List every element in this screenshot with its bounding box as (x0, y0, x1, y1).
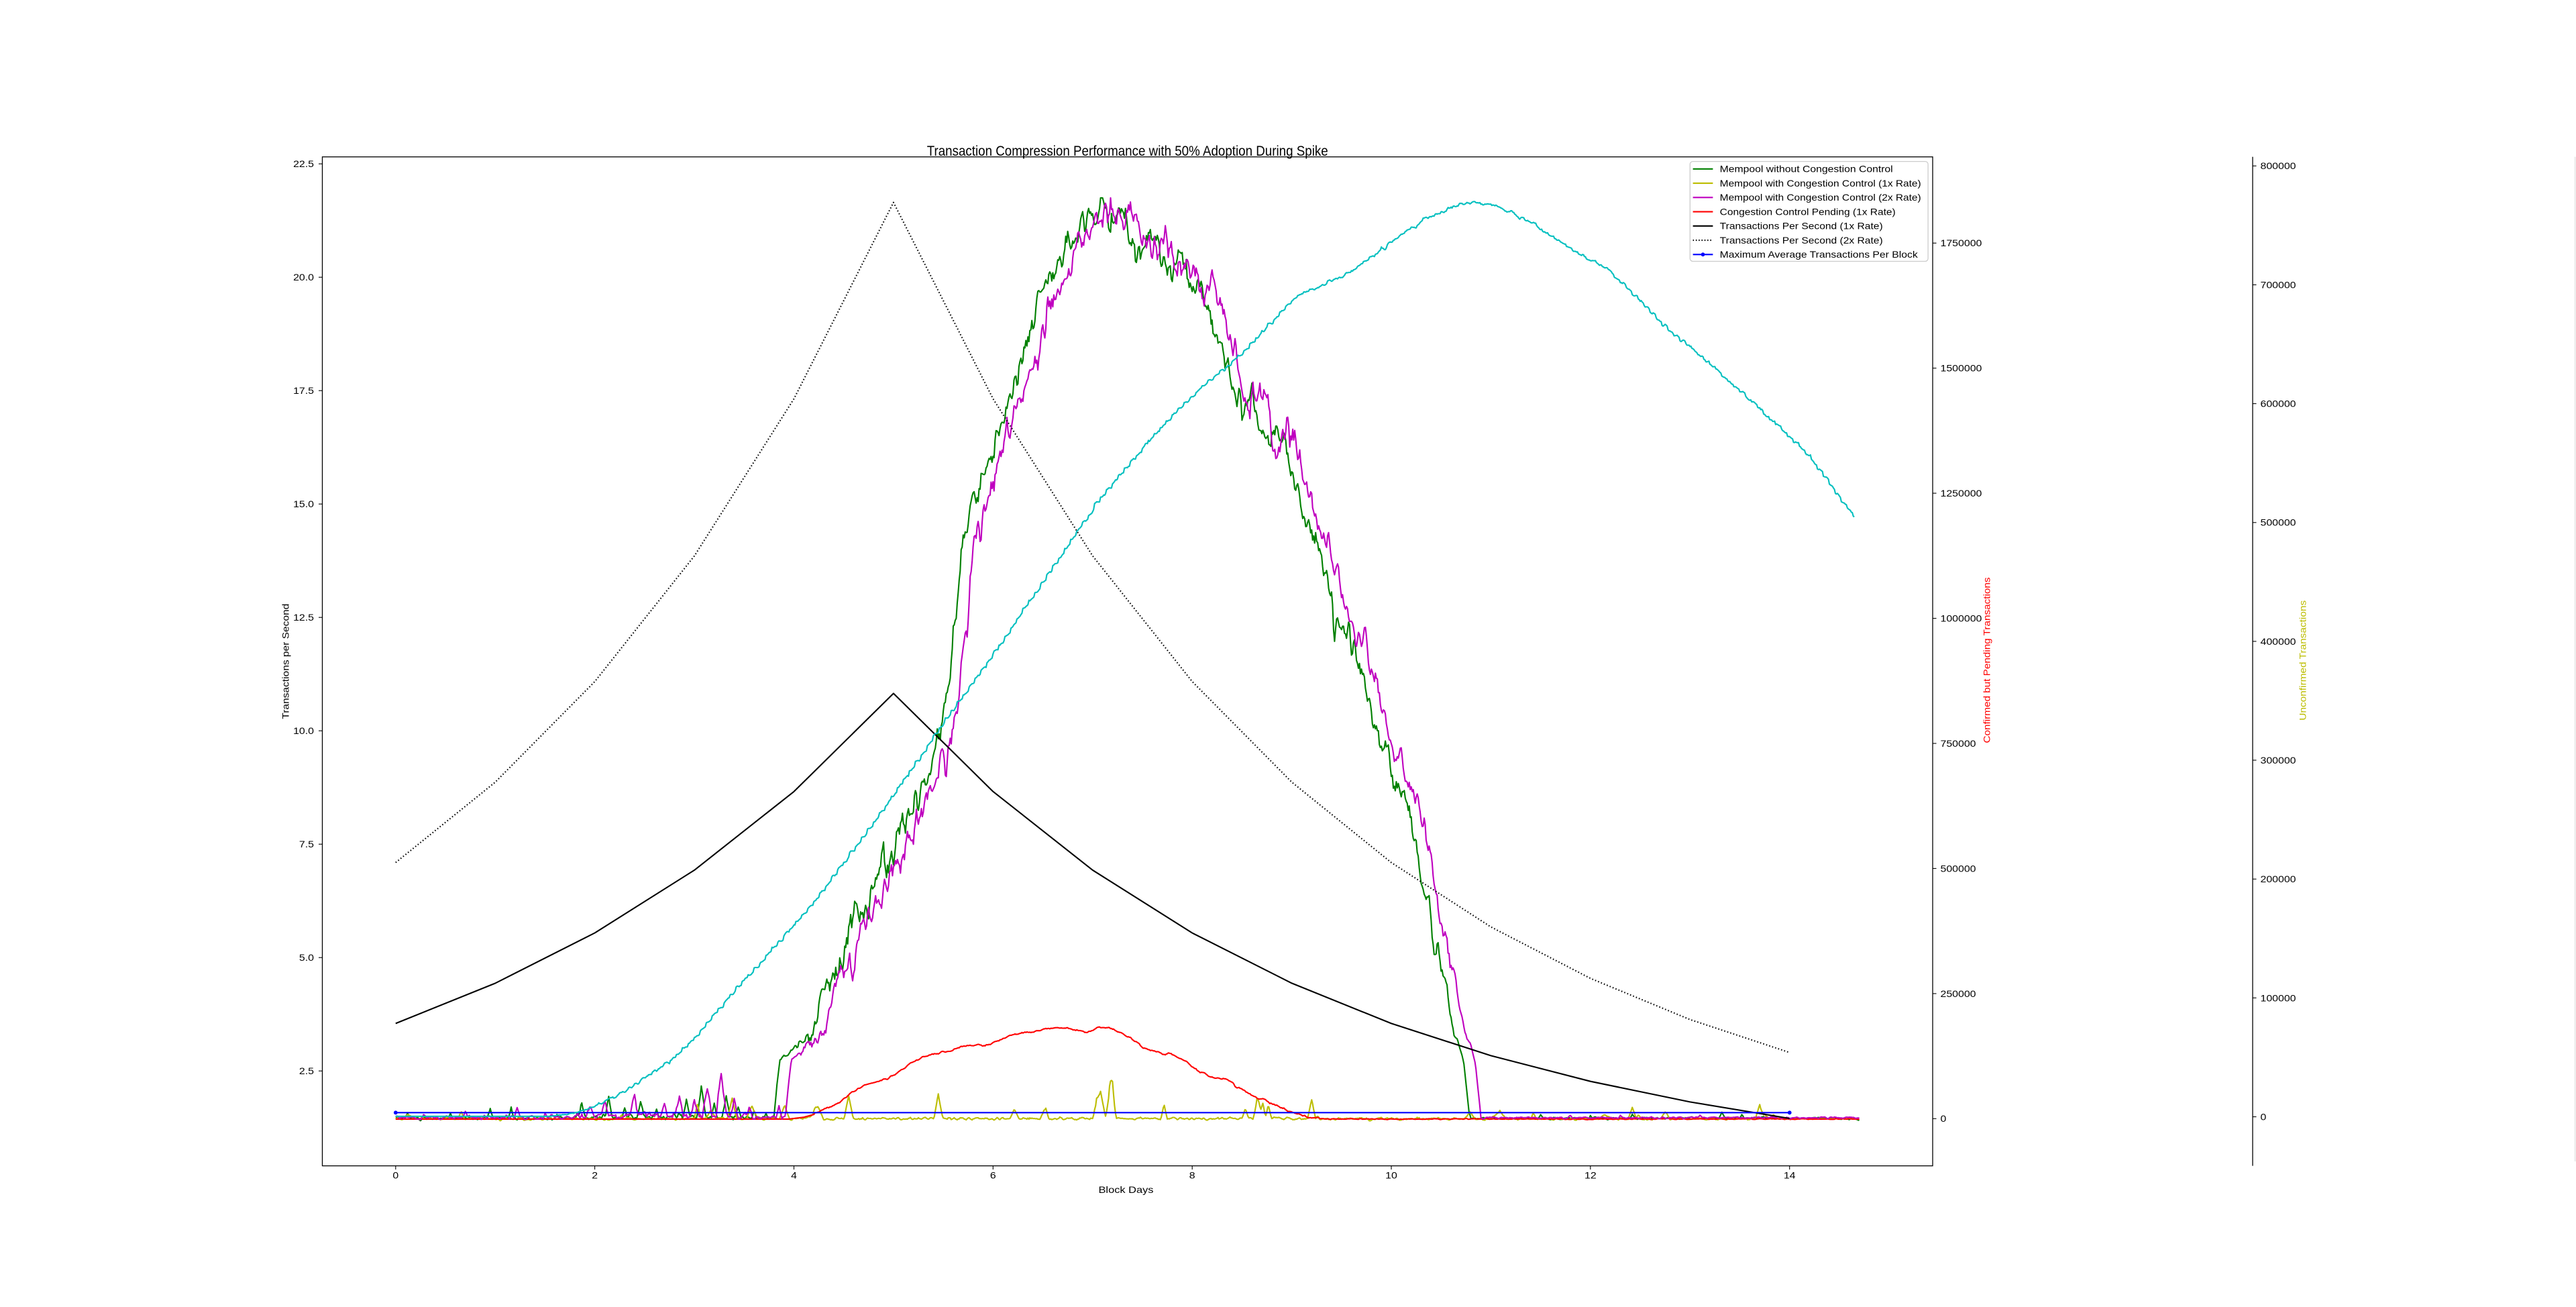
svg-text:500000: 500000 (1941, 863, 1976, 874)
svg-text:Mempool with Congestion Contro: Mempool with Congestion Control (2x Rate… (1720, 192, 1921, 203)
svg-text:17.5: 17.5 (293, 385, 314, 396)
svg-text:300000: 300000 (2261, 755, 2296, 766)
svg-text:20.0: 20.0 (293, 272, 314, 282)
svg-text:Unconfirmed Transactions: Unconfirmed Transactions (2298, 600, 2308, 721)
svg-text:Transactions per Second: Transactions per Second (280, 604, 291, 719)
svg-text:200000: 200000 (2261, 874, 2296, 884)
svg-text:10.0: 10.0 (293, 725, 314, 736)
svg-text:Transactions Per Second (2x Ra: Transactions Per Second (2x Rate) (1720, 235, 1883, 246)
svg-text:Transactions Per Second (1x Ra: Transactions Per Second (1x Rate) (1720, 221, 1883, 231)
svg-text:100000: 100000 (2261, 992, 2296, 1003)
svg-text:8: 8 (1189, 1169, 1195, 1180)
svg-text:0: 0 (392, 1169, 398, 1180)
svg-text:750000: 750000 (1941, 738, 1976, 749)
svg-text:1250000: 1250000 (1941, 488, 1982, 499)
svg-text:1500000: 1500000 (1941, 363, 1982, 374)
svg-text:12.5: 12.5 (293, 612, 314, 623)
svg-text:500000: 500000 (2261, 517, 2296, 528)
svg-text:10: 10 (1385, 1169, 1397, 1180)
svg-text:700000: 700000 (2261, 279, 2296, 290)
svg-text:400000: 400000 (2261, 636, 2296, 647)
svg-text:Congestion Control Pending (1x: Congestion Control Pending (1x Rate) (1720, 206, 1896, 217)
svg-text:5.0: 5.0 (299, 952, 314, 963)
svg-text:4: 4 (791, 1169, 797, 1180)
svg-text:Mempool without Congestion Con: Mempool without Congestion Control (1720, 164, 1893, 174)
svg-text:0: 0 (1941, 1113, 1947, 1124)
svg-text:7.5: 7.5 (299, 839, 314, 849)
svg-text:250000: 250000 (1941, 988, 1976, 999)
svg-text:6: 6 (990, 1169, 996, 1180)
svg-text:Maximum Average Transactions P: Maximum Average Transactions Per Block (1720, 249, 1918, 260)
svg-text:Block Days: Block Days (1099, 1184, 1154, 1195)
svg-text:12: 12 (1585, 1169, 1597, 1180)
svg-text:2.5: 2.5 (299, 1065, 314, 1076)
svg-text:1000000: 1000000 (1941, 613, 1982, 623)
svg-text:600000: 600000 (2261, 399, 2296, 409)
svg-text:22.5: 22.5 (293, 158, 314, 169)
svg-text:1750000: 1750000 (1941, 238, 1982, 248)
svg-text:15.0: 15.0 (293, 499, 314, 509)
svg-text:800000: 800000 (2261, 160, 2296, 171)
svg-text:Confirmed but Pending Transact: Confirmed but Pending Transactions (1982, 577, 1992, 743)
svg-text:Mempool with Congestion Contro: Mempool with Congestion Control (1x Rate… (1720, 178, 1921, 189)
svg-text:2: 2 (592, 1169, 598, 1180)
svg-text:0: 0 (2261, 1111, 2267, 1122)
svg-text:Transaction Compression Perfor: Transaction Compression Performance with… (927, 143, 1328, 159)
svg-text:14: 14 (1784, 1169, 1796, 1180)
